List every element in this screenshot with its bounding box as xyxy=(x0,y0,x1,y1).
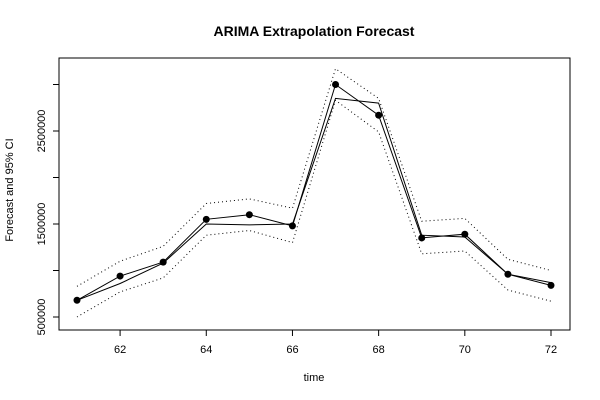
series-line-3 xyxy=(76,67,552,287)
y-tick-label: 2500000 xyxy=(36,110,48,153)
series-line-4 xyxy=(76,99,552,318)
series-line-1 xyxy=(76,83,552,301)
x-tick-label: 68 xyxy=(373,344,385,356)
forecast-point xyxy=(418,234,426,242)
forecast-point xyxy=(245,211,253,219)
series-layer xyxy=(73,67,555,318)
forecast-point xyxy=(202,215,210,223)
x-tick-label: 64 xyxy=(200,344,212,356)
series-line-2 xyxy=(76,97,552,301)
x-tick-label: 66 xyxy=(286,344,298,356)
forecast-point xyxy=(116,272,124,280)
x-tick-label: 62 xyxy=(114,344,126,356)
y-tick-label: 1500000 xyxy=(36,203,48,246)
y-axis-label: Forecast and 95% CI xyxy=(4,138,16,241)
x-tick-label: 72 xyxy=(545,344,557,356)
forecast-point xyxy=(461,230,469,238)
chart-title: ARIMA Extrapolation Forecast xyxy=(214,23,415,39)
forecast-point xyxy=(332,81,340,88)
forecast-point xyxy=(375,111,383,119)
x-axis: 62 64 66 68 70 72 xyxy=(114,329,557,356)
y-tick-label: 500000 xyxy=(36,299,48,336)
x-axis-label: time xyxy=(304,372,325,384)
y-axis: 500000 1500000 2500000 xyxy=(36,84,60,336)
forecast-point xyxy=(547,281,555,289)
x-tick-label: 70 xyxy=(459,344,471,356)
